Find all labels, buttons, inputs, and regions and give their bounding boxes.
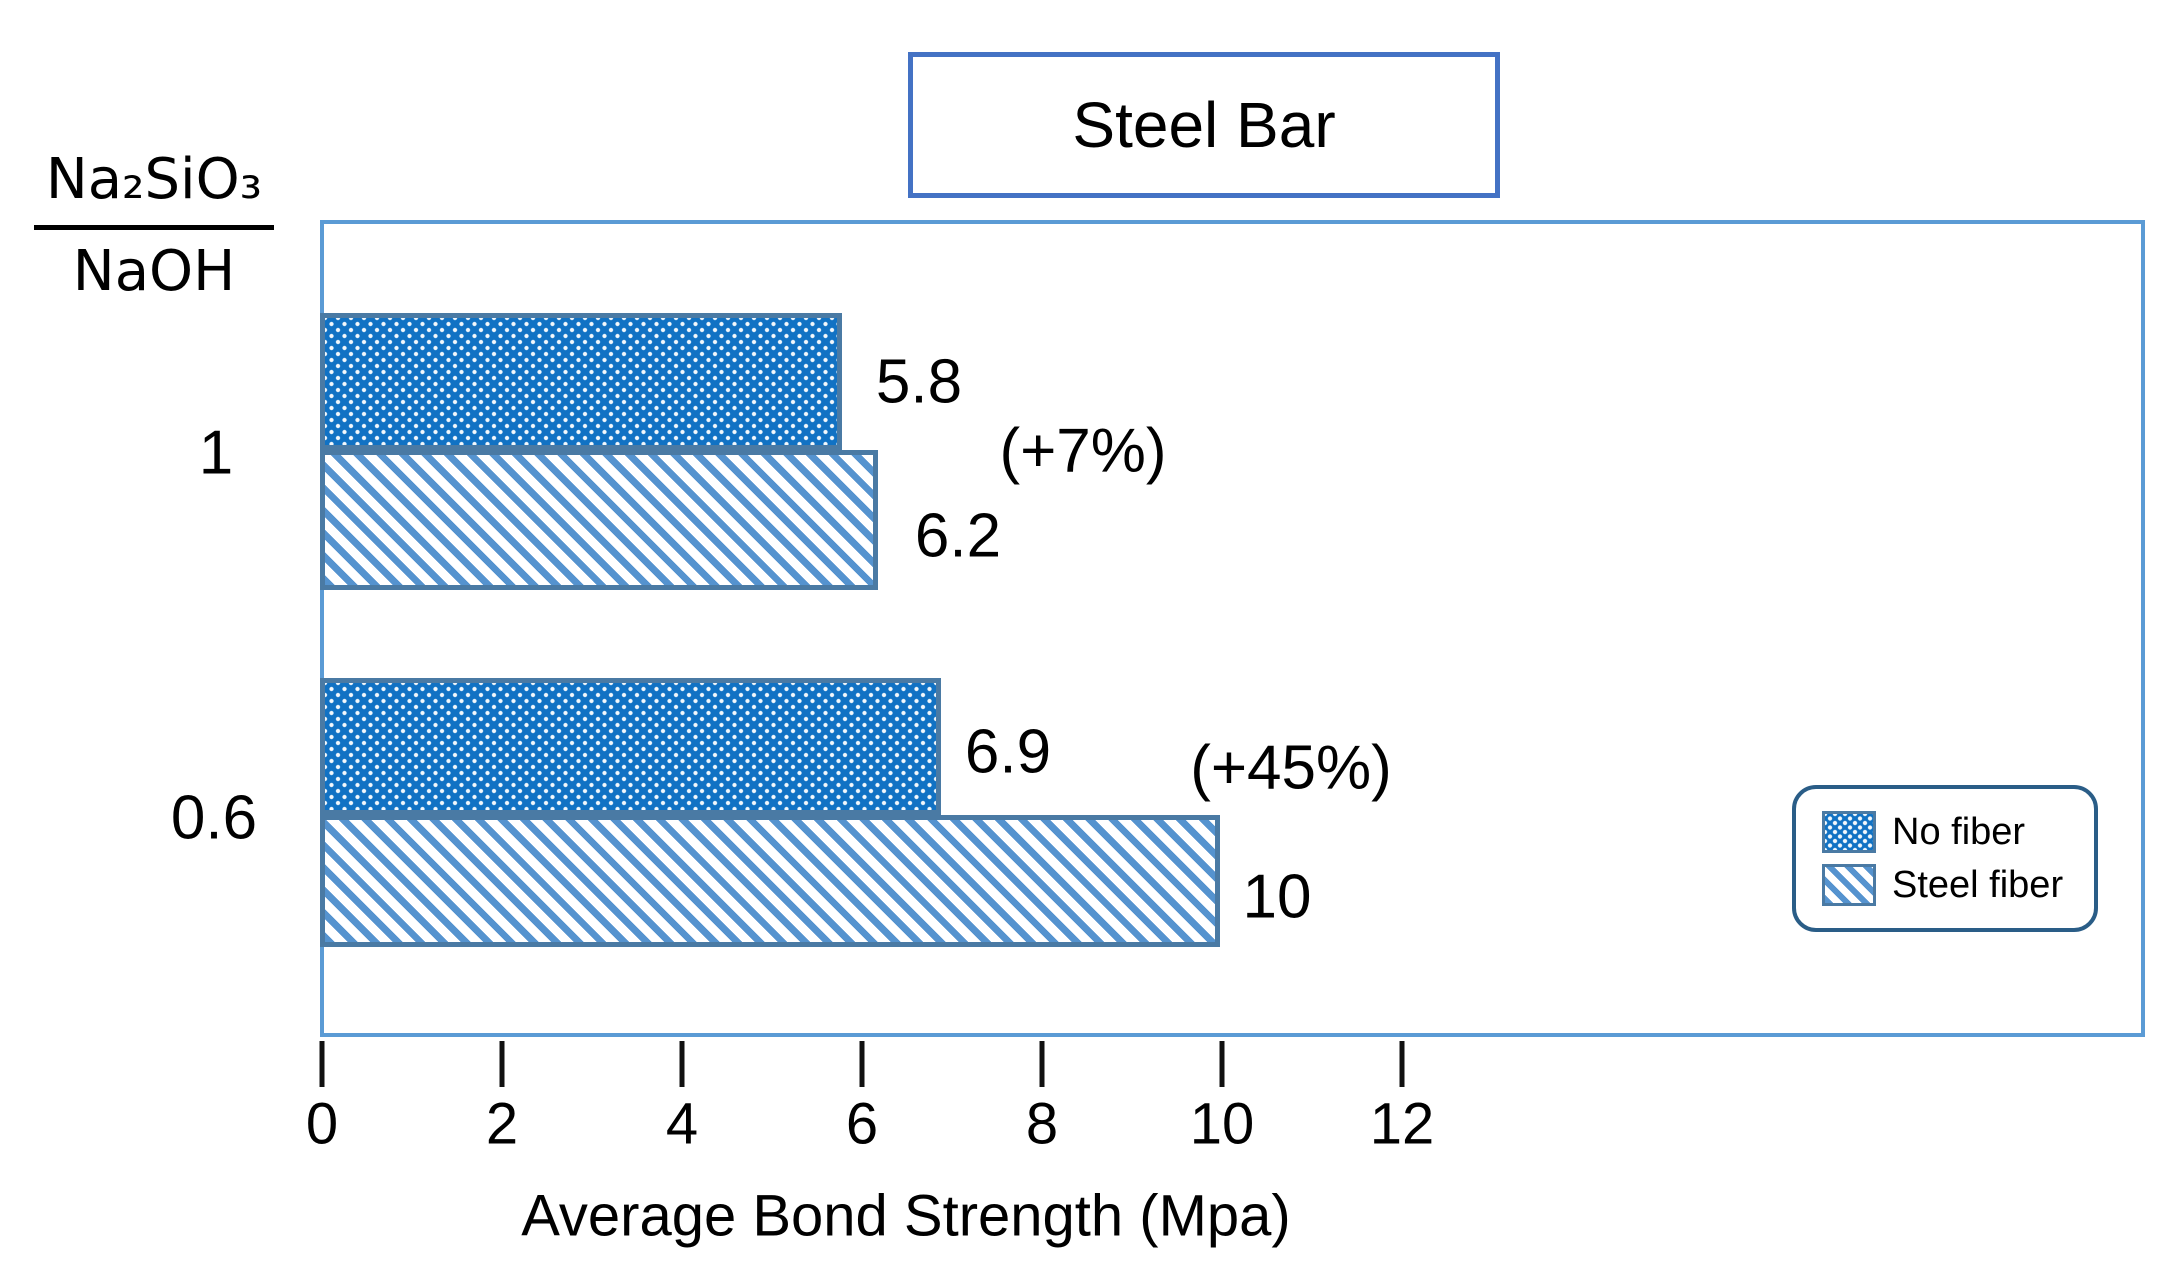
x-tick-mark-2 [499,1041,505,1087]
bar-ratio06-no-fiber [320,678,941,815]
x-tick-label-12: 12 [1369,1091,1435,1157]
bar-ratio06-steel-fiber [320,815,1220,947]
value-label-10: 10 [1242,862,1312,932]
x-tick-mark-0 [319,1041,325,1087]
x-tick-label-4: 4 [665,1091,699,1157]
legend: No fiber Steel fiber [1792,785,2098,932]
x-tick-mark-8 [1039,1041,1045,1087]
legend-label-no-fiber: No fiber [1892,810,2026,853]
x-tick-mark-6 [859,1041,865,1087]
x-tick-mark-4 [679,1041,685,1087]
bar-ratio1-no-fiber [320,313,842,450]
legend-label-steel-fiber: Steel fiber [1892,863,2064,906]
category-label-0-6: 0.6 [170,783,258,853]
x-tick-label-10: 10 [1189,1091,1255,1157]
chart-title-box: Steel Bar [908,52,1500,198]
x-tick-label-2: 2 [485,1091,519,1157]
y-axis-title: Na₂SiO₃ NaOH [34,146,274,305]
value-label-5-8: 5.8 [875,347,963,417]
x-tick-label-8: 8 [1025,1091,1059,1157]
value-label-6-2: 6.2 [914,501,1002,571]
annotation-plus7pct: (+7%) [999,416,1167,486]
legend-item-no-fiber: No fiber [1822,811,2094,854]
annotation-plus45pct: (+45%) [1190,733,1392,803]
x-axis-title: Average Bond Strength (Mpa) [521,1183,1291,1249]
x-tick-label-0: 0 [305,1091,339,1157]
value-label-6-9: 6.9 [964,717,1052,787]
legend-swatch-dots-icon [1822,811,1876,853]
y-axis-numerator: Na₂SiO₃ [45,147,263,212]
legend-item-steel-fiber: Steel fiber [1822,864,2094,907]
y-axis-denominator: NaOH [72,239,236,305]
legend-swatch-stripes-icon [1822,864,1876,906]
category-label-1: 1 [198,418,234,488]
fraction-line [34,225,274,231]
x-tick-mark-10 [1219,1041,1225,1087]
chart-title: Steel Bar [1072,89,1336,161]
bar-ratio1-steel-fiber [320,450,878,590]
x-tick-label-6: 6 [845,1091,879,1157]
x-tick-mark-12 [1399,1041,1405,1087]
